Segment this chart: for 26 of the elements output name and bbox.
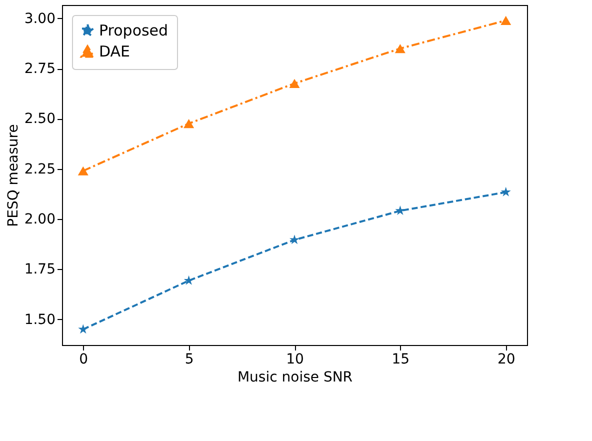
x-tick-label: 10 — [286, 352, 304, 368]
point — [394, 44, 406, 54]
y-tick-label: 2.25 — [24, 161, 56, 178]
point — [78, 324, 88, 334]
point — [395, 206, 406, 216]
x-tick-label: 20 — [497, 352, 516, 368]
y-tick-label: 1.75 — [24, 262, 56, 278]
y-axis-title: PESQ measure — [5, 124, 22, 227]
point — [290, 234, 300, 244]
y-tick-label: 2.75 — [24, 61, 56, 78]
x-tick-label: 5 — [184, 352, 194, 368]
y-tick-label: 2.50 — [24, 111, 56, 128]
x-axis-title: Music noise SNR — [237, 370, 353, 386]
y-tick-label: 3.00 — [24, 10, 56, 27]
point — [500, 16, 512, 25]
point — [78, 166, 88, 176]
legend-label: Proposed — [99, 22, 168, 40]
x-tick-label: 15 — [392, 352, 410, 368]
point — [184, 275, 194, 285]
y-tick-label: 2.00 — [24, 212, 56, 228]
point — [500, 186, 511, 196]
x-tick-label: 0 — [79, 352, 88, 368]
legend-label: DAE — [99, 42, 130, 60]
y-tick-label: 1.50 — [24, 312, 56, 328]
point — [184, 119, 194, 128]
point — [289, 78, 300, 88]
